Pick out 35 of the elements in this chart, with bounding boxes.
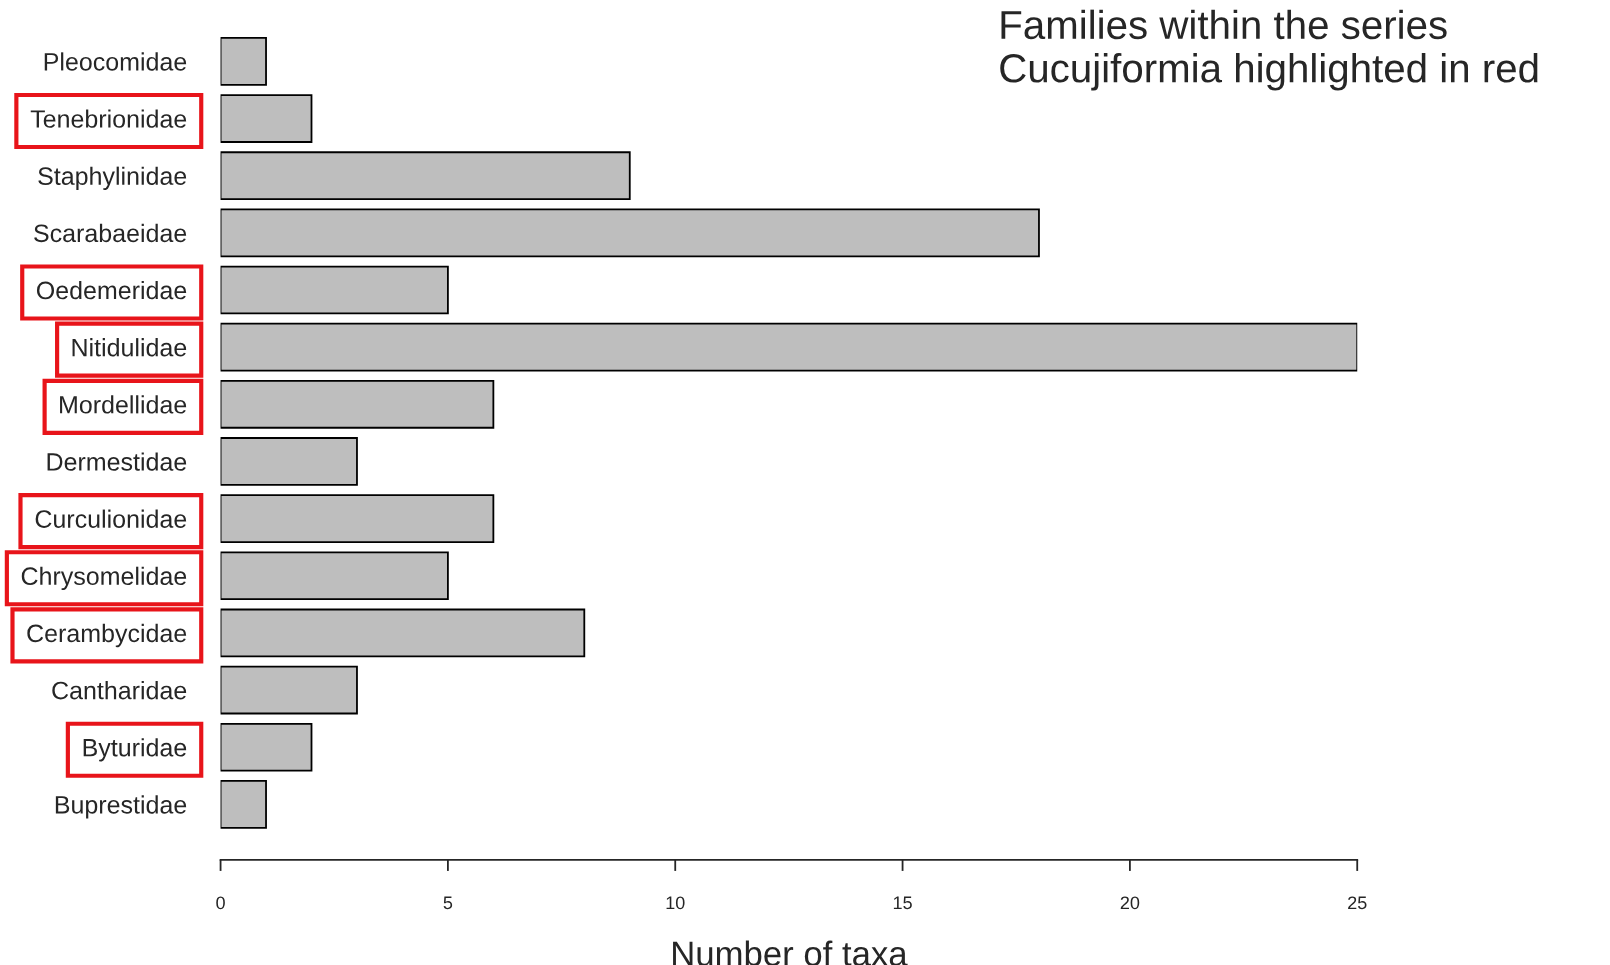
- bar: [220, 722, 313, 772]
- bar: [220, 608, 586, 658]
- bar: [220, 379, 495, 429]
- bar: [220, 151, 631, 201]
- y-tick-label: Byturidae: [83, 738, 187, 762]
- bar: [220, 94, 313, 143]
- x-tick-label: 25: [1348, 896, 1367, 910]
- bar: [220, 494, 495, 543]
- x-tick-label: 10: [666, 896, 685, 910]
- bar: [220, 665, 358, 715]
- bar: [220, 265, 449, 315]
- bar: [220, 437, 358, 486]
- y-tick-label: Curculionidae: [35, 509, 187, 528]
- x-tick-label: 15: [893, 896, 912, 910]
- bar: [220, 551, 449, 601]
- chart-title: Families within the series Cucujiformia highlighted in red: [1000, 9, 1538, 91]
- x-tick-label: 0: [216, 896, 225, 910]
- bar: [220, 322, 1358, 372]
- y-tick-label: Cantharidae: [52, 681, 187, 700]
- y-tick-label: Cerambycidae: [27, 623, 187, 648]
- y-tick-label: Scarabaeidae: [34, 223, 187, 243]
- y-tick-label: Oedemeridae: [36, 280, 187, 300]
- y-tick-label: Pleocomidae: [44, 52, 187, 71]
- y-tick-label: Mordellidae: [60, 395, 187, 414]
- x-tick-label: 20: [1120, 896, 1140, 910]
- bar: [220, 37, 267, 86]
- bar: [220, 208, 1040, 258]
- y-tick-label: Chrysomelidae: [21, 566, 187, 591]
- y-tick-label: Nitidulidae: [72, 338, 187, 357]
- y-tick-label: Tenebrionidae: [30, 109, 187, 128]
- bar: [220, 780, 267, 829]
- x-tick-label: 5: [443, 896, 453, 910]
- y-tick-label: Dermestidae: [47, 452, 187, 471]
- y-tick-label: Buprestidae: [55, 795, 187, 819]
- y-tick-label: Staphylinidae: [38, 166, 187, 190]
